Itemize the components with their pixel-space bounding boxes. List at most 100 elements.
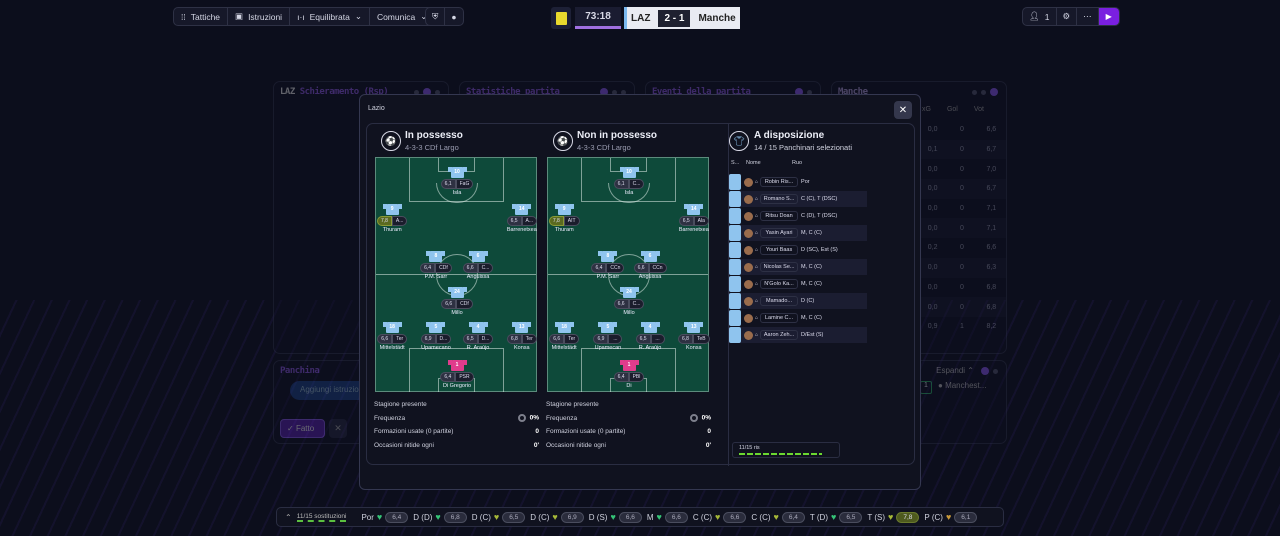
player-marker[interactable]: 4 6,5... R. Araújo [625, 321, 675, 351]
player-marker[interactable]: 10 6,1 FaG Isla [432, 166, 482, 196]
settings-button[interactable]: ⚙ [1057, 8, 1078, 25]
player-name[interactable]: Robin Ris... [760, 177, 799, 187]
table-row[interactable]: 0,0 0 6,8 [927, 283, 997, 291]
position-rating[interactable]: D (S) ♥ 6,6 [589, 511, 642, 523]
player-name[interactable]: Lamine C... [760, 313, 799, 323]
shirt-icon: 13 [512, 321, 532, 333]
position-rating[interactable]: M ♥ 6,6 [647, 511, 688, 523]
table-row[interactable]: 0,0 0 7,1 [927, 205, 997, 213]
player-marker[interactable]: 9 7,8 A... Thuram [367, 204, 417, 233]
player-marker[interactable]: 9 7,8 AIT Thuram [539, 204, 589, 233]
position-rating[interactable]: T (S) ♥ 7,8 [867, 511, 920, 523]
table-row[interactable]: 0,0 0 6,8 [918, 297, 1006, 317]
shirt-icon: 14 [512, 204, 532, 216]
panel-page-dots[interactable] [600, 88, 626, 96]
bench-player-row[interactable]: ⌂ Robin Ris... Por [729, 174, 867, 190]
panel-title: Panchina [280, 366, 320, 376]
table-row[interactable]: 0,0 0 6,3 [918, 257, 1006, 278]
player-marker[interactable]: 14 6,5 Ala Barrenetxea [669, 204, 719, 233]
player-name[interactable]: Yasin Ayari [760, 228, 799, 238]
player-marker[interactable]: 4 6,5 D... R. Araújo [453, 321, 503, 351]
player-name: Isla [624, 189, 634, 196]
player-marker[interactable]: 24 6,6 C... Millo [604, 286, 654, 316]
position-rating[interactable]: P (C) ♥ 6,1 [924, 511, 978, 523]
player-marker[interactable]: 8 6,4 CCn P.M. Sarr [583, 251, 633, 280]
player-marker[interactable]: 1 6,4 PBl Di [604, 359, 654, 389]
shirt-icon: 24 [619, 286, 639, 298]
player-name[interactable]: Ritsu Doan [760, 211, 799, 221]
play-button[interactable]: ▶ [1098, 8, 1119, 25]
table-row[interactable]: 0,1 0 6,7 [918, 139, 1006, 160]
position-rating[interactable]: D (D) ♥ 6,8 [413, 511, 467, 523]
position-rating[interactable]: C (C) ♥ 6,4 [751, 511, 805, 523]
opponent-team-button[interactable]: ● [445, 8, 462, 25]
position-rating[interactable]: C (C) ♥ 6,6 [693, 511, 747, 523]
add-instructions-button[interactable]: Aggiungi istruzioni [290, 381, 380, 400]
player-marker[interactable]: 10 6,1 C... Isla [604, 166, 654, 196]
player-marker[interactable]: 6 6,6 CCn Anguissa [625, 251, 675, 280]
table-row[interactable]: 0,9 1 8,2 [927, 323, 997, 331]
player-name: P.M. Sarr [424, 274, 448, 281]
bench-player-row[interactable]: ⌂ Ritsu Doan C (D), T (DSC) [729, 208, 867, 224]
bench-list-panel: 👕︎ A disposizione 14 / 15 Panchinari sel… [728, 124, 913, 466]
player-marker[interactable]: 13 6,8 TeB Konsa [669, 321, 719, 351]
done-button[interactable]: ✓ Fatto [280, 419, 325, 438]
player-name: Anguissa [466, 274, 490, 281]
double-chevron-up-icon[interactable]: ⌃ [285, 512, 292, 522]
player-name[interactable]: Romano S... [760, 194, 799, 204]
table-row[interactable]: 0,2 0 6,6 [927, 244, 997, 252]
bench-player-row[interactable]: ⌂ Romano S... C (C), T (DSC) [729, 191, 867, 207]
player-marker[interactable]: 1 6,4 PSR Di Gregorio [432, 359, 482, 389]
bench-player-row[interactable]: ⌂ Nicolas Se... M, C (C) [729, 259, 867, 275]
opponent-team-chip[interactable]: ● Manchest... [938, 381, 987, 390]
position-rating[interactable]: T (D) ♥ 6,5 [810, 511, 863, 523]
player-marker[interactable]: 18 6,6 Ter Mittelstädt [367, 321, 417, 351]
more-button[interactable]: ⋯ [1077, 8, 1099, 25]
table-row[interactable]: 0,0 0 7,1 [918, 218, 1006, 239]
player-name[interactable]: Mamado... [760, 296, 799, 306]
player-marker[interactable]: 6 6,6 C... Anguissa [453, 251, 503, 280]
tactics-button[interactable]: ⁞⁞ Tattiche [174, 8, 229, 25]
lock-icon: ⌂ [755, 264, 759, 270]
player-marker[interactable]: 5 6,9... Upamecan [583, 321, 633, 351]
player-name[interactable]: N'Golo Ka... [760, 279, 799, 289]
panel-page-dots[interactable] [414, 88, 440, 96]
position-rating[interactable]: Por ♥ 6,4 [361, 511, 409, 523]
player-name[interactable]: Youri Baas [760, 245, 799, 255]
table-row[interactable]: 0,0 0 6,6 [927, 126, 997, 134]
player-marker[interactable]: 24 6,6 CDf Millo [432, 286, 482, 316]
position-rating[interactable]: D (C) ♥ 6,5 [472, 511, 526, 523]
player-marker[interactable]: 13 6,8 Ter Konsa [497, 321, 547, 351]
player-name: Thuram [554, 227, 574, 234]
cancel-button[interactable]: ✕ [329, 419, 347, 438]
player-name[interactable]: Nicolas Se... [760, 262, 799, 272]
bench-player-row[interactable]: ⌂ Youri Baas D (SC), Est (S) [729, 242, 867, 258]
player-name[interactable]: Aaron Zeh... [760, 330, 799, 340]
expand-button[interactable]: Espandi ⌃ [936, 366, 974, 375]
close-icon: ✕ [898, 104, 908, 116]
own-team-button[interactable]: ⛨ [426, 8, 446, 25]
position-rating[interactable]: D (C) ♥ 6,9 [530, 511, 584, 523]
bench-player-row[interactable]: ⌂ Yasin Ayari M, C (C) [729, 225, 867, 241]
shirt-icon: 4 [640, 321, 660, 333]
panel-page-dots[interactable] [972, 88, 998, 96]
close-button[interactable]: ✕ [894, 101, 912, 119]
mentality-dropdown[interactable]: ı·ı Equilibrata ⌄ [290, 8, 370, 25]
player-marker[interactable]: 5 6,9 D... Upamecano [411, 321, 461, 351]
table-row[interactable]: 0,0 0 7,0 [927, 165, 997, 173]
bench-player-row[interactable]: ⌂ Lamine C... M, C (C) [729, 310, 867, 326]
player-name: Millo [451, 309, 463, 316]
panel-page-dots[interactable] [981, 367, 998, 375]
player-marker[interactable]: 18 6,6 Ter Mittelstädt [539, 321, 589, 351]
instructions-button[interactable]: ▣ Istruzioni [228, 8, 291, 25]
communicate-dropdown[interactable]: Comunica ⌄ [376, 11, 428, 22]
bench-player-row[interactable]: ⌂ Mamado... D (C) [729, 293, 867, 309]
table-row[interactable]: 0,0 0 6,7 [918, 179, 1006, 199]
panel-page-dots[interactable] [795, 88, 812, 96]
bench-player-row[interactable]: ⌂ N'Golo Ka... M, C (C) [729, 276, 867, 292]
player-marker[interactable]: 8 6,4 CDf P.M. Sarr [411, 251, 461, 280]
player-marker[interactable]: 14 6,5 A... Barrenetxea [497, 204, 547, 233]
substitutions-count[interactable]: 11/15 sostituzioni [296, 512, 347, 522]
users-button[interactable]: 👤︎ 1 [1023, 8, 1057, 25]
bench-player-row[interactable]: ⌂ Aaron Zeh... D/Est (S) [729, 327, 867, 343]
